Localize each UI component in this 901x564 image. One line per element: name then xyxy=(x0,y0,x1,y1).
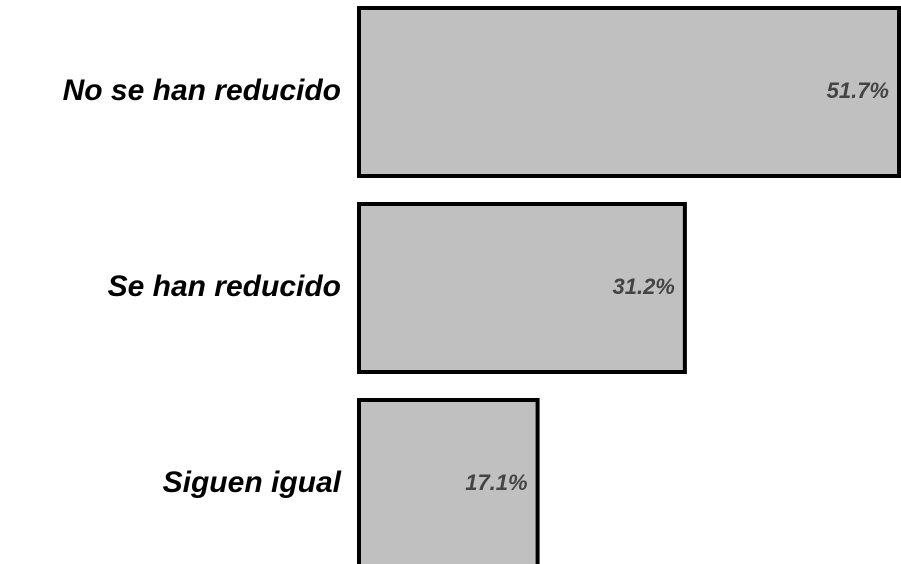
category-label-3: Siguen igual xyxy=(163,466,342,499)
value-label-2: 31.2% xyxy=(612,274,674,299)
value-label-1: 51.7% xyxy=(827,78,889,103)
bars-group xyxy=(357,6,901,564)
bar-1 xyxy=(357,6,901,178)
value-labels-group: 51.7% 31.2% 17.1% xyxy=(465,78,889,495)
category-labels-group: No se han reducido Se han reducido Siguen … xyxy=(63,74,342,499)
category-label-1: No se han reducido xyxy=(63,74,341,107)
value-label-3: 17.1% xyxy=(465,470,527,495)
category-label-2: Se han reducido xyxy=(108,270,341,303)
bar-2 xyxy=(357,202,687,374)
bar-3 xyxy=(357,398,540,564)
